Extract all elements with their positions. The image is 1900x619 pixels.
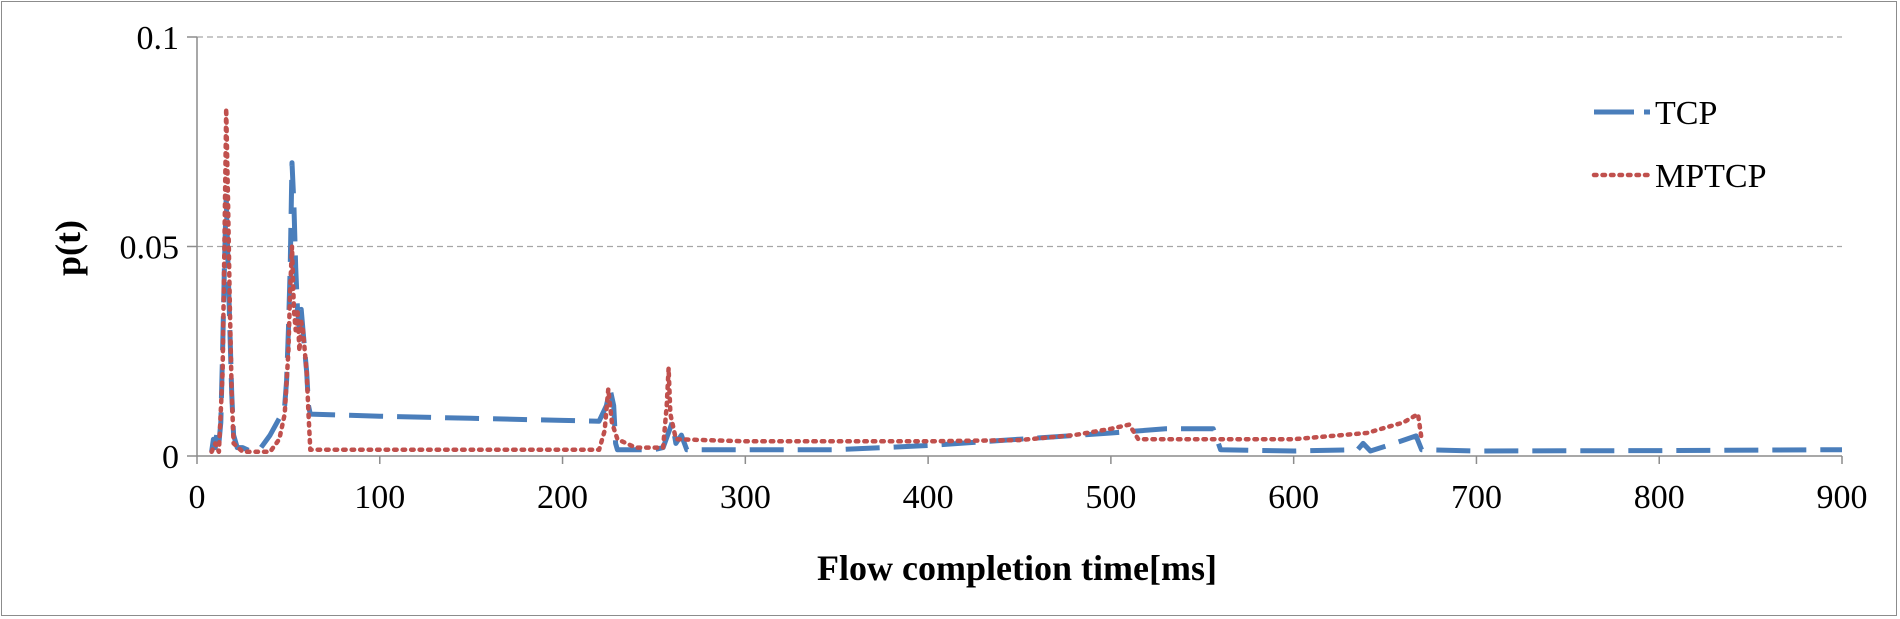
y-tick-label-0: 0 [162,439,179,476]
x-tick-label-2: 200 [537,479,588,516]
legend: TCP MPTCP [1591,95,1767,195]
x-tick-label-8: 800 [1634,479,1685,516]
series-mptcp-line [209,105,1424,455]
x-tick-labels: 0 100 200 300 400 500 600 700 800 900 [189,479,1868,516]
x-tick-label-9: 900 [1817,479,1868,516]
y-tick-label-2: 0.1 [137,20,180,57]
y-axis-title: p(t) [48,220,88,276]
x-tick-label-4: 400 [903,479,954,516]
x-tick-label-5: 500 [1085,479,1136,516]
series-lines [209,105,1843,455]
axes [187,36,1843,464]
y-tick-labels: 0 0.05 0.1 [120,20,180,476]
legend-label-tcp: TCP [1655,95,1717,132]
x-axis-title: Flow completion time[ms] [817,548,1217,588]
y-tick-label-1: 0.05 [120,230,180,267]
x-tick-label-0: 0 [189,479,206,516]
series-tcp-line [209,160,1843,455]
x-tick-label-7: 700 [1451,479,1502,516]
x-tick-label-3: 300 [720,479,771,516]
gridlines [197,36,1842,248]
x-tick-label-1: 100 [354,479,405,516]
x-tick-label-6: 600 [1268,479,1319,516]
legend-label-mptcp: MPTCP [1655,158,1767,195]
